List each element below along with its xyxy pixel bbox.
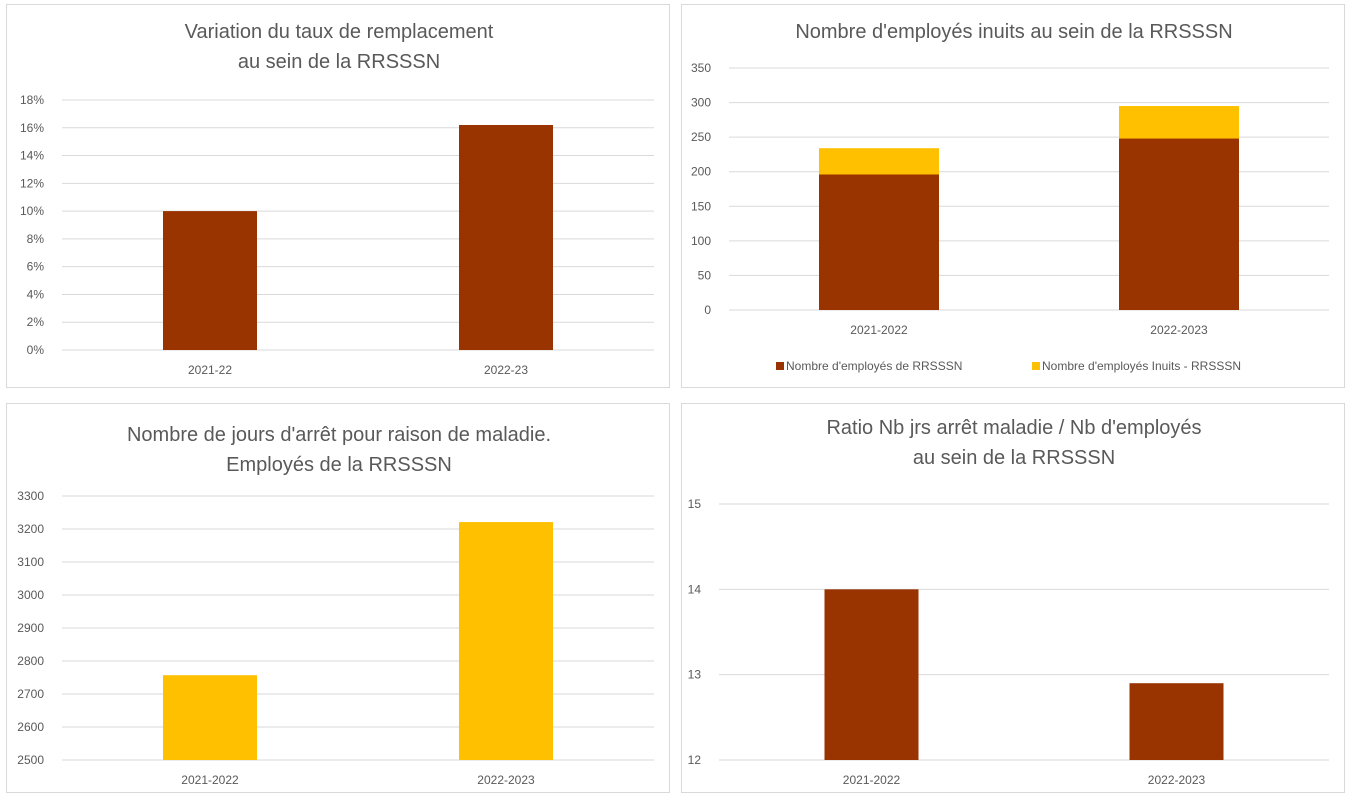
chart-panel-sick-ratio: Ratio Nb jrs arrêt maladie / Nb d'employ… [681, 403, 1345, 793]
y-tick-label: 12 [688, 753, 702, 767]
x-tick-label: 2021-2022 [181, 773, 239, 787]
y-tick-label: 250 [691, 130, 711, 144]
x-tick-label: 2022-2023 [1150, 323, 1208, 337]
chart-title-line: au sein de la RRSSSN [913, 447, 1115, 469]
y-tick-label: 14% [20, 149, 44, 163]
y-tick-label: 12% [20, 176, 44, 190]
chart-title-line: au sein de la RRSSSN [238, 51, 440, 73]
y-tick-label: 8% [27, 232, 45, 246]
bar-segment [819, 148, 939, 175]
y-tick-label: 13 [688, 668, 702, 682]
legend-label: Nombre d'employés de RRSSSN [786, 359, 962, 373]
legend-label: Nombre d'employés Inuits - RRSSSN [1042, 359, 1241, 373]
bar [459, 125, 553, 350]
bar [163, 211, 257, 350]
bar-segment [1119, 138, 1239, 310]
legend-swatch [776, 362, 784, 370]
chart-title-line: Variation du taux de remplacement [185, 21, 494, 43]
x-tick-label: 2022-23 [484, 363, 528, 377]
y-tick-label: 3200 [17, 522, 44, 536]
legend-swatch [1032, 362, 1040, 370]
x-tick-label: 2022-2023 [477, 773, 535, 787]
y-tick-label: 2% [27, 315, 45, 329]
bar-segment [1119, 106, 1239, 139]
bar [824, 589, 919, 760]
chart-inuit-employees: Nombre d'employés inuits au sein de la R… [691, 21, 1329, 373]
chart-replacement-rate: Variation du taux de remplacement au sein… [20, 21, 654, 377]
chart-sick-days: Nombre de jours d'arrêt pour raison de m… [17, 424, 654, 787]
y-tick-label: 0 [704, 303, 711, 317]
y-tick-label: 16% [20, 121, 44, 135]
bar [163, 675, 257, 760]
y-tick-label: 3300 [17, 489, 44, 503]
y-tick-label: 3100 [17, 555, 44, 569]
y-tick-label: 0% [27, 343, 45, 357]
y-tick-label: 2800 [17, 654, 44, 668]
y-tick-label: 350 [691, 61, 711, 75]
x-tick-label: 2021-2022 [850, 323, 908, 337]
y-tick-label: 150 [691, 199, 711, 213]
bar [459, 522, 553, 760]
chart-title-line: Nombre d'employés inuits au sein de la R… [795, 21, 1232, 43]
y-tick-label: 200 [691, 165, 711, 179]
y-tick-label: 2500 [17, 753, 44, 767]
y-tick-label: 3000 [17, 588, 44, 602]
x-tick-label: 2021-2022 [843, 773, 901, 787]
y-tick-label: 2700 [17, 687, 44, 701]
bar-segment [819, 174, 939, 310]
y-tick-label: 100 [691, 234, 711, 248]
chart-panel-replacement-rate: Variation du taux de remplacement au sein… [6, 4, 670, 388]
chart-title-line: Ratio Nb jrs arrêt maladie / Nb d'employ… [826, 417, 1201, 439]
y-tick-label: 10% [20, 204, 44, 218]
chart-sick-ratio: Ratio Nb jrs arrêt maladie / Nb d'employ… [688, 417, 1329, 787]
y-tick-label: 15 [688, 497, 702, 511]
y-tick-label: 2600 [17, 720, 44, 734]
x-tick-label: 2022-2023 [1148, 773, 1206, 787]
y-tick-label: 2900 [17, 621, 44, 635]
chart-panel-inuit-employees: Nombre d'employés inuits au sein de la R… [681, 4, 1345, 388]
y-tick-label: 18% [20, 93, 44, 107]
chart-title-line: Employés de la RRSSSN [226, 454, 452, 476]
y-tick-label: 14 [688, 582, 702, 596]
y-tick-label: 6% [27, 260, 45, 274]
chart-title-line: Nombre de jours d'arrêt pour raison de m… [127, 424, 551, 446]
chart-panel-sick-days: Nombre de jours d'arrêt pour raison de m… [6, 403, 670, 793]
y-tick-label: 4% [27, 287, 45, 301]
x-tick-label: 2021-22 [188, 363, 232, 377]
y-tick-label: 300 [691, 96, 711, 110]
bar [1129, 683, 1224, 760]
y-tick-label: 50 [698, 268, 712, 282]
